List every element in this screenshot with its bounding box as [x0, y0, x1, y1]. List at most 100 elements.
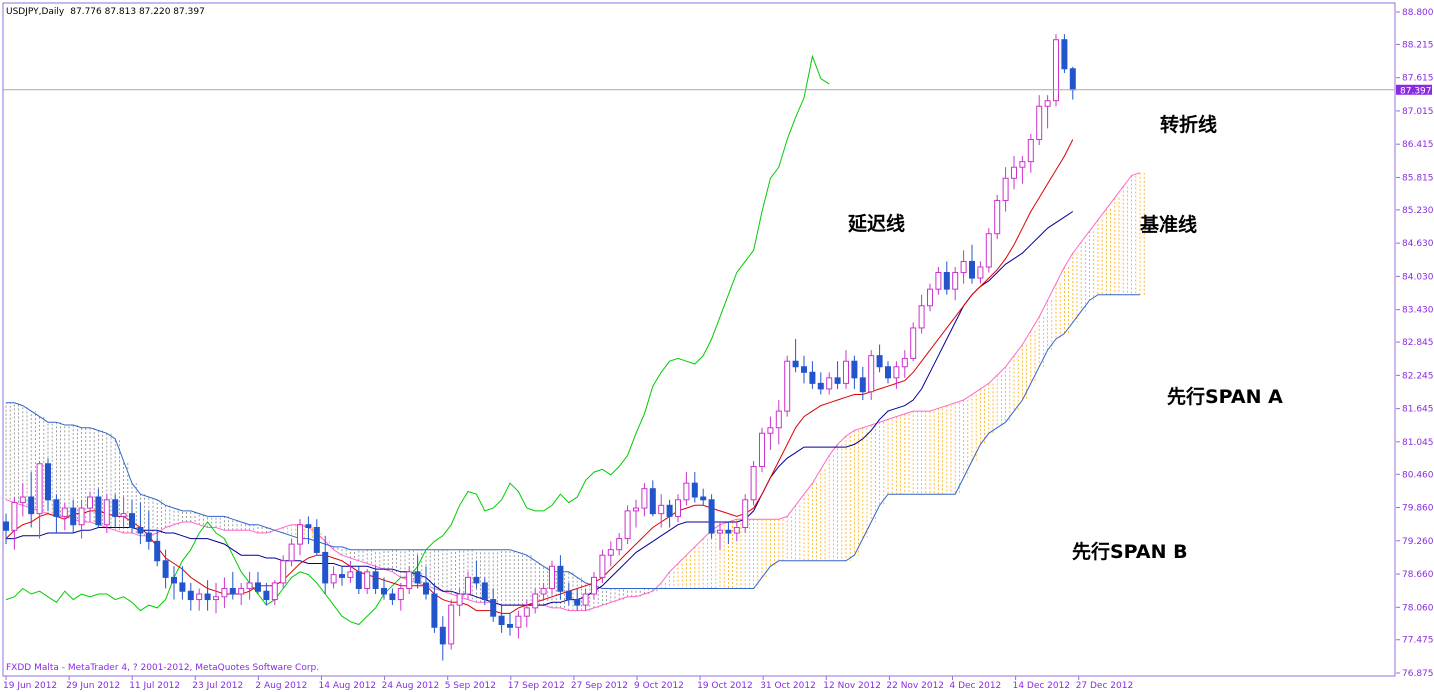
candle-bull — [633, 507, 639, 512]
candle-bull — [1027, 138, 1034, 163]
candle-bull — [675, 499, 681, 517]
candle-bull — [61, 507, 68, 517]
candle-bull — [683, 482, 690, 501]
candle-bear — [255, 582, 261, 592]
candle-bull — [297, 524, 303, 545]
candle-bear — [649, 488, 656, 515]
candle-bear — [53, 499, 60, 517]
annotation-chikou: 延迟线 — [847, 212, 905, 235]
x-tick-label: 19 Jun 2012 — [3, 681, 57, 691]
x-tick-label: 14 Dec 2012 — [1013, 681, 1071, 691]
candle-bear — [162, 560, 169, 578]
candle-bear — [507, 623, 513, 628]
candle-bull — [658, 504, 665, 515]
candle-bear — [28, 496, 35, 515]
candle-bull — [607, 549, 614, 556]
y-tick-label: 80.460 — [1402, 470, 1434, 480]
candle-bull — [927, 288, 933, 307]
candle-bull — [19, 496, 26, 504]
candle-bull — [994, 199, 1001, 235]
candle-bear — [372, 571, 379, 589]
candle-bear — [792, 360, 799, 368]
x-tick-label: 14 Aug 2012 — [319, 681, 377, 691]
annotation-span-b: 先行SPAN B — [1072, 540, 1188, 563]
candle-bull — [238, 587, 245, 595]
span-b-line — [6, 294, 1140, 589]
candle-bull — [213, 596, 219, 601]
candle-bear — [473, 576, 480, 584]
candle-bear — [389, 593, 396, 601]
tenkan-line — [5, 139, 1074, 614]
y-tick-label: 79.860 — [1402, 504, 1434, 514]
candle-bull — [456, 593, 463, 606]
candlesticks — [3, 34, 1076, 661]
y-tick-label: 85.230 — [1402, 206, 1434, 216]
y-tick-label: 78.660 — [1402, 570, 1434, 580]
y-tick-label: 87.615 — [1402, 74, 1434, 84]
x-tick-label: 17 Sep 2012 — [508, 681, 565, 691]
candle-bull — [1044, 100, 1051, 107]
candle-bull — [641, 488, 648, 509]
candle-bull — [750, 466, 757, 501]
candle-bull — [826, 377, 833, 390]
x-tick-label: 24 Aug 2012 — [382, 681, 440, 691]
candle-bull — [330, 574, 337, 584]
y-tick-label: 78.060 — [1402, 603, 1434, 613]
x-tick-label: 22 Nov 2012 — [886, 681, 944, 691]
candle-bear — [1069, 68, 1076, 91]
y-tick-label: 84.030 — [1402, 272, 1434, 282]
candle-bear — [3, 521, 9, 531]
candle-bear — [809, 371, 816, 384]
candle-bull — [347, 571, 354, 578]
candle-bear — [137, 526, 144, 534]
candle-bear — [339, 574, 345, 578]
y-tick-label: 81.645 — [1402, 405, 1434, 415]
candle-bear — [969, 260, 975, 279]
candle-bull — [977, 266, 984, 279]
candle-bull — [280, 560, 287, 584]
candle-bull — [910, 327, 917, 359]
y-tick-label: 77.475 — [1402, 636, 1434, 646]
candle-bull — [1011, 166, 1017, 179]
candle-bull — [582, 593, 589, 606]
x-tick-label: 23 Jul 2012 — [192, 681, 243, 691]
y-tick-label: 81.045 — [1402, 438, 1434, 448]
candle-bull — [448, 604, 455, 645]
candle-bull — [515, 615, 522, 628]
candle-bear — [112, 499, 119, 517]
candle-bull — [599, 554, 606, 578]
x-tick-label: 27 Sep 2012 — [571, 681, 628, 691]
current-price-label: 87.397 — [1400, 86, 1432, 96]
candle-bull — [78, 507, 85, 526]
candle-bear — [885, 366, 891, 379]
candle-bull — [784, 360, 791, 412]
candle-bear — [817, 382, 824, 390]
candle-bull — [591, 576, 597, 595]
candle-bear — [801, 366, 807, 373]
candle-bear — [565, 590, 572, 601]
candle-bear — [305, 524, 312, 528]
candle-bear — [481, 582, 488, 601]
candle-bull — [532, 593, 539, 609]
candle-bull — [985, 233, 992, 268]
candle-bull — [733, 526, 740, 534]
candle-bull — [742, 499, 749, 528]
candle-bear — [154, 540, 161, 562]
candle-bear — [313, 526, 320, 553]
y-tick-label: 88.800 — [1402, 8, 1434, 18]
candle-bull — [616, 538, 623, 551]
candle-bear — [490, 599, 497, 617]
candle-bull — [935, 272, 942, 290]
candle-bull — [221, 587, 228, 598]
x-tick-label: 5 Sep 2012 — [445, 681, 496, 691]
price-axis: 88.800 88.215 87.615 87.015 86.415 85.815 85.2… — [1396, 8, 1434, 679]
candle-bear — [557, 565, 564, 592]
symbol-title: USDJPY,Daily — [6, 7, 65, 17]
y-tick-label: 83.430 — [1402, 306, 1434, 316]
candle-bull — [1036, 105, 1043, 140]
candle-bear — [263, 590, 270, 601]
x-tick-label: 19 Oct 2012 — [697, 681, 753, 691]
candle-bull — [364, 571, 371, 589]
